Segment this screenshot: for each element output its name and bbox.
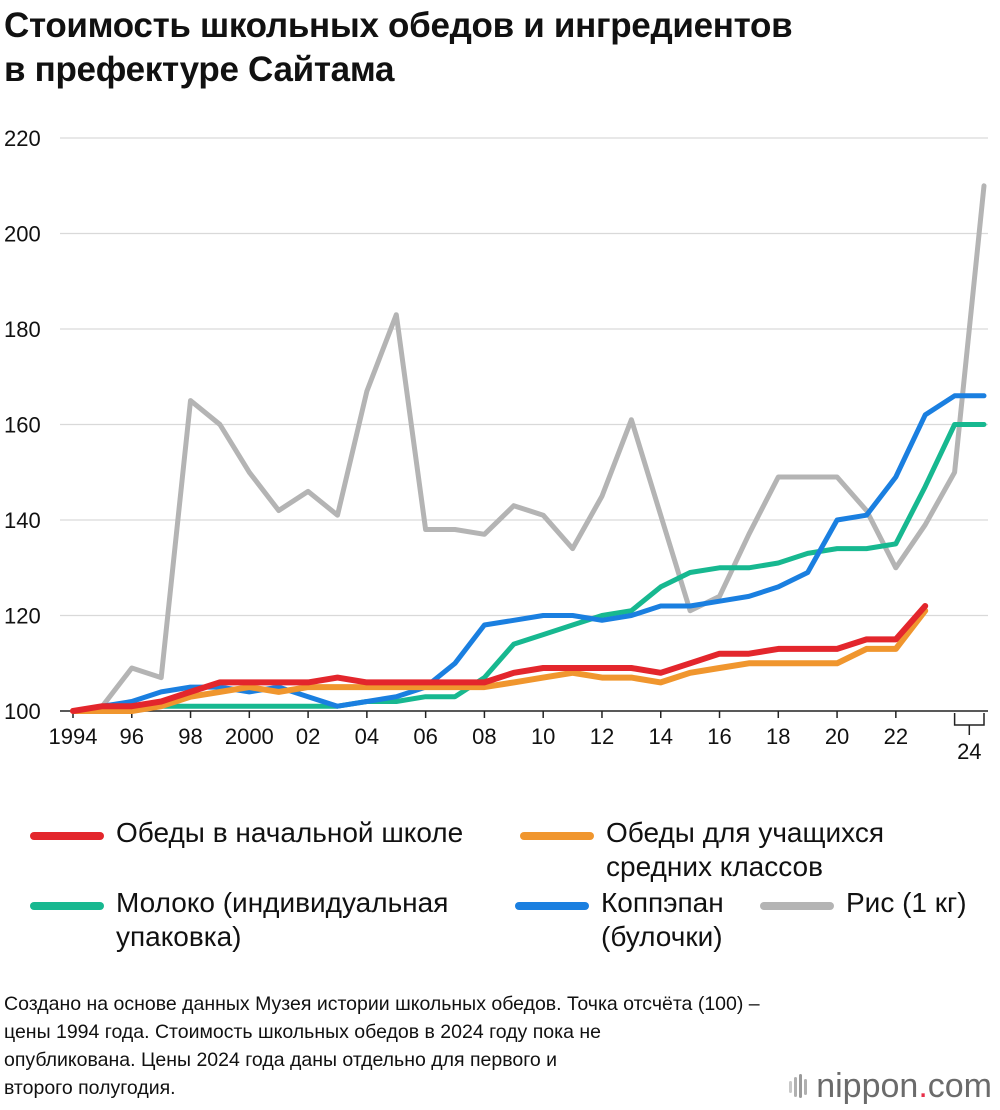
x-tick-label-06: 06	[413, 724, 437, 749]
x-tick-label-18: 18	[766, 724, 790, 749]
legend-label-milk-1: Молоко (индивидуальная	[116, 887, 449, 918]
footnote-line4: второго полугодия.	[4, 1077, 176, 1099]
legend-label-middle-2: средних классов	[606, 851, 823, 882]
y-tick-label-120: 120	[4, 604, 41, 629]
series-line-3	[70, 393, 987, 714]
x-tick-label-04: 04	[355, 724, 379, 749]
series-lines	[70, 183, 987, 714]
legend-item-elementary: Обеды в начальной школе	[30, 816, 463, 850]
x-tick-label-16: 16	[707, 724, 731, 749]
x-tick-label-02: 02	[296, 724, 320, 749]
footnote: Создано на основе данных Музея истории ш…	[4, 990, 764, 1102]
x-tick-label-1994: 1994	[49, 724, 98, 749]
legend-swatch-rice	[760, 902, 834, 910]
series-line-5	[70, 603, 929, 714]
x-tick-label-98: 98	[178, 724, 202, 749]
y-tick-label-220: 220	[4, 126, 41, 151]
x-axis-bracket: 24	[953, 713, 985, 764]
legend-label-milk-2: упаковка)	[116, 921, 242, 952]
brand-dot: .	[918, 1067, 928, 1105]
brand-domain: com	[927, 1067, 992, 1105]
chart-title-line2: в префектуре Сайтама	[4, 50, 395, 89]
legend-swatch-koppepan	[515, 902, 589, 910]
x-tick-label-14: 14	[648, 724, 672, 749]
x-tick-label-20: 20	[825, 724, 849, 749]
y-tick-label-140: 140	[4, 508, 41, 533]
chart-title-line1: Стоимость школьных обедов и ингредиентов	[4, 6, 793, 45]
legend-swatch-middle	[520, 832, 594, 840]
x-tick-label-08: 08	[472, 724, 496, 749]
legend-label-koppepan-2: (булочки)	[601, 921, 723, 952]
legend-swatch-elementary	[30, 832, 104, 840]
legend-label-elementary: Обеды в начальной школе	[116, 817, 464, 848]
legend-item-milk: Молоко (индивидуальная упаковка)	[30, 886, 448, 954]
series-line-2	[70, 422, 987, 714]
x-tick-label-12: 12	[590, 724, 614, 749]
brand-logo: nippon. com	[788, 1066, 992, 1106]
y-tick-label-180: 180	[4, 317, 41, 342]
footnote-line2: цены 1994 года. Стоимость школьных обедо…	[4, 1021, 601, 1043]
y-axis-ticks: 100 120 140 160 180 200 220	[4, 126, 41, 724]
legend-item-koppepan: Коппэпан (булочки)	[515, 886, 724, 954]
x-tick-label-10: 10	[531, 724, 555, 749]
legend-item-middle: Обеды для учащихся средних классов	[520, 816, 884, 884]
x-tick-label-22: 22	[884, 724, 908, 749]
legend-swatch-milk	[30, 902, 104, 910]
legend-label-rice: Рис (1 кг)	[846, 887, 967, 918]
legend-label-middle-1: Обеды для учащихся	[606, 817, 885, 848]
y-tick-label-200: 200	[4, 222, 41, 247]
legend-label-koppepan-1: Коппэпан	[601, 887, 724, 918]
series-line-4	[70, 607, 929, 714]
x-tick-label-24: 24	[957, 739, 981, 764]
y-tick-label-160: 160	[4, 413, 41, 438]
gridlines	[60, 137, 988, 712]
y-tick-label-100: 100	[4, 699, 41, 724]
series-line-1	[70, 183, 987, 714]
line-chart: 100 120 140 160 180 200 220 1994 96 98 2000 02 04 06…	[4, 126, 988, 764]
legend-item-rice: Рис (1 кг)	[760, 886, 967, 920]
brand-mark-icon	[789, 1074, 808, 1098]
x-tick-label-96: 96	[120, 724, 144, 749]
footnote-line1: Создано на основе данных Музея истории ш…	[4, 993, 760, 1015]
x-bracket-2024	[953, 713, 985, 735]
footnote-line3: опубликована. Цены 2024 года даны отдель…	[4, 1049, 558, 1071]
brand-name: nippon	[816, 1067, 919, 1105]
x-tick-label-2000: 2000	[225, 724, 274, 749]
chart-title: Стоимость школьных обедов и ингредиентов…	[4, 4, 994, 92]
x-axis-ticks: 1994 96 98 2000 02 04 06 08 10 12 14 16 18 20 22	[49, 711, 908, 749]
